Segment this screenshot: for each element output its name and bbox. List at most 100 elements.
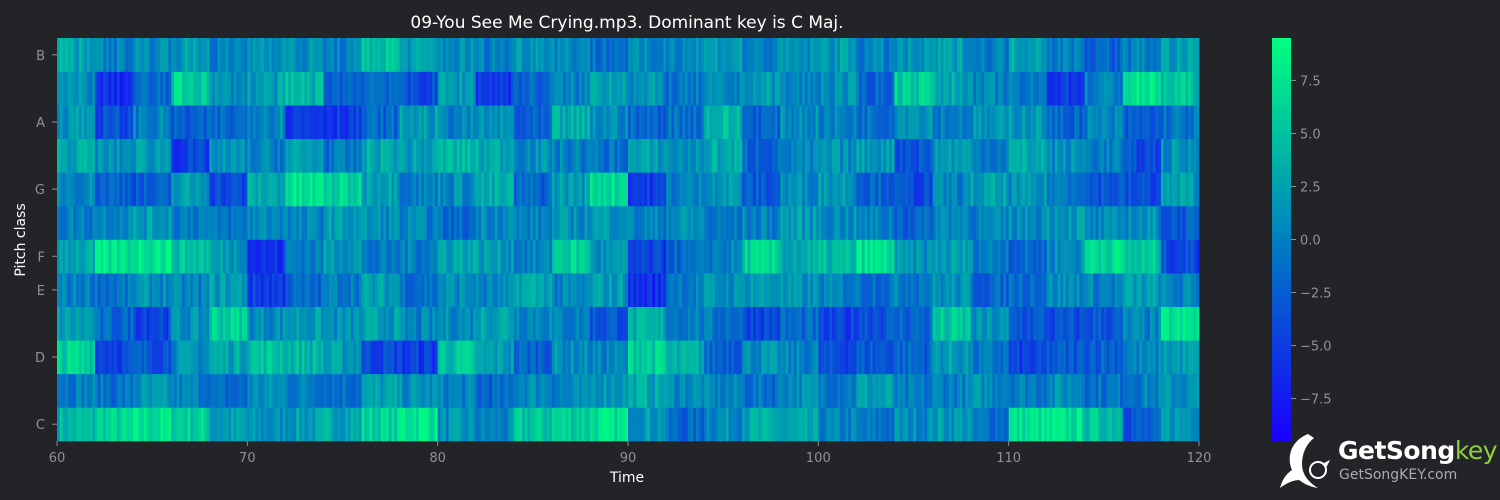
heatmap-cell bbox=[413, 205, 417, 240]
heatmap-cell bbox=[95, 38, 99, 72]
heatmap-cell bbox=[380, 138, 384, 173]
heatmap-cell bbox=[293, 105, 297, 140]
heatmap-cell bbox=[301, 38, 305, 72]
heatmap-cell bbox=[225, 373, 229, 408]
heatmap-cell bbox=[655, 340, 659, 375]
heatmap-cell bbox=[693, 172, 697, 207]
heatmap-cell bbox=[1111, 172, 1116, 207]
heatmap-cell bbox=[497, 239, 501, 274]
heatmap-cell bbox=[595, 71, 599, 106]
heatmap-cell bbox=[772, 239, 776, 274]
heatmap-cell bbox=[617, 306, 621, 341]
heatmap-cell bbox=[201, 138, 205, 173]
heatmap-cell bbox=[842, 138, 846, 173]
heatmap-cell bbox=[426, 373, 430, 408]
heatmap-cell bbox=[1182, 306, 1186, 341]
heatmap-cell bbox=[573, 205, 577, 240]
heatmap-cell bbox=[1098, 239, 1102, 274]
heatmap-cell bbox=[114, 172, 118, 207]
heatmap-cell bbox=[1166, 340, 1170, 375]
heatmap-cell bbox=[443, 71, 447, 106]
heatmap-cell bbox=[614, 205, 618, 240]
heatmap-cell bbox=[119, 273, 123, 307]
heatmap-cell bbox=[570, 407, 575, 442]
heatmap-cell bbox=[467, 239, 471, 274]
heatmap-cell bbox=[508, 71, 512, 106]
heatmap-cell bbox=[823, 407, 827, 442]
heatmap-cell bbox=[690, 71, 694, 106]
heatmap-cell bbox=[203, 105, 207, 140]
heatmap-cell bbox=[160, 239, 164, 274]
heatmap-cell bbox=[902, 373, 906, 408]
heatmap-cell bbox=[1000, 340, 1004, 375]
heatmap-cell bbox=[1057, 306, 1061, 341]
heatmap-cell bbox=[568, 373, 572, 408]
heatmap-cell bbox=[698, 407, 702, 442]
heatmap-cell bbox=[179, 105, 183, 140]
heatmap-cell bbox=[258, 373, 262, 408]
heatmap-cell bbox=[388, 340, 392, 375]
heatmap-cell bbox=[122, 105, 126, 140]
heatmap-cell bbox=[497, 105, 501, 140]
heatmap-cell bbox=[475, 306, 479, 341]
heatmap-cell bbox=[731, 306, 735, 341]
heatmap-cell bbox=[663, 407, 667, 442]
heatmap-cell bbox=[241, 373, 246, 408]
heatmap-cell bbox=[967, 205, 971, 240]
heatmap-cell bbox=[853, 172, 857, 207]
heatmap-cell bbox=[731, 138, 735, 173]
heatmap-cell bbox=[614, 273, 618, 307]
heatmap-cell bbox=[1046, 340, 1050, 375]
heatmap-cell bbox=[1014, 373, 1018, 408]
heatmap-cell bbox=[573, 239, 577, 274]
heatmap-cell bbox=[282, 71, 286, 106]
heatmap-cell bbox=[709, 340, 713, 375]
heatmap-cell bbox=[782, 205, 787, 240]
heatmap-cell bbox=[1133, 71, 1137, 106]
heatmap-cell bbox=[141, 172, 145, 207]
heatmap-cell bbox=[429, 373, 433, 408]
heatmap-cell bbox=[307, 105, 311, 140]
heatmap-cell bbox=[1022, 205, 1026, 240]
heatmap-cell bbox=[301, 407, 305, 442]
heatmap-cell bbox=[633, 340, 637, 375]
heatmap-cell bbox=[1098, 138, 1102, 173]
heatmap-cell bbox=[633, 306, 637, 341]
heatmap-cell bbox=[239, 138, 243, 173]
heatmap-cell bbox=[570, 205, 575, 240]
heatmap-cell bbox=[780, 172, 784, 207]
heatmap-cell bbox=[750, 306, 754, 341]
heatmap-cell bbox=[660, 172, 664, 207]
heatmap-cell bbox=[394, 373, 398, 408]
heatmap-cell bbox=[241, 138, 246, 173]
heatmap-cell bbox=[124, 239, 129, 274]
heatmap-cell bbox=[897, 71, 901, 106]
heatmap-cell bbox=[685, 138, 689, 173]
heatmap-cell bbox=[424, 340, 428, 375]
heatmap-cell bbox=[209, 205, 213, 240]
heatmap-cell bbox=[693, 340, 697, 375]
heatmap-cell bbox=[875, 138, 879, 173]
heatmap-cell bbox=[829, 38, 833, 72]
heatmap-cell bbox=[584, 205, 588, 240]
heatmap-cell bbox=[908, 105, 912, 140]
heatmap-cell bbox=[608, 306, 613, 341]
heatmap-cell bbox=[361, 407, 365, 442]
heatmap-cell bbox=[396, 105, 400, 140]
heatmap-cell bbox=[736, 239, 740, 274]
heatmap-cell bbox=[720, 172, 724, 207]
heatmap-cell bbox=[424, 273, 428, 307]
heatmap-cell bbox=[810, 38, 814, 72]
heatmap-cell bbox=[168, 239, 172, 274]
heatmap-cell bbox=[595, 239, 599, 274]
heatmap-cell bbox=[350, 172, 354, 207]
heatmap-cell bbox=[1163, 172, 1167, 207]
heatmap-cell bbox=[747, 205, 751, 240]
heatmap-cell bbox=[715, 239, 719, 274]
heatmap-cell bbox=[543, 340, 547, 375]
heatmap-cell bbox=[502, 38, 507, 72]
heatmap-cell bbox=[448, 105, 452, 140]
heatmap-cell bbox=[81, 306, 85, 341]
heatmap-cell bbox=[1147, 239, 1151, 274]
heatmap-cell bbox=[176, 105, 180, 140]
